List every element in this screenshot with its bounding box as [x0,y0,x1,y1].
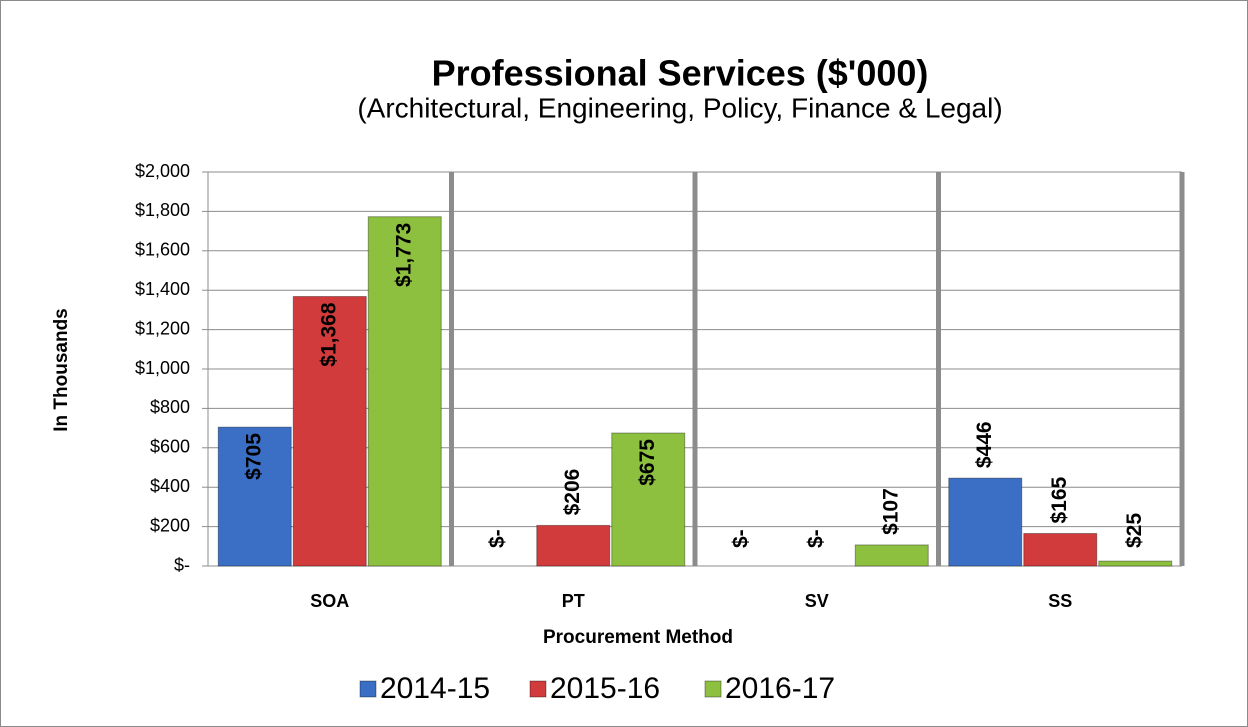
x-tick-label: PT [562,591,585,611]
chart-title: Professional Services ($'000) [432,53,929,94]
value-label: $705 [242,433,265,480]
y-tick-label: $1,600 [135,240,190,260]
bar [367,216,442,567]
y-tick-label: $1,800 [135,200,190,220]
y-tick-label: $1,400 [135,279,190,299]
y-tick-label: $1,200 [135,318,190,338]
y-tick-label: $400 [150,476,190,496]
bar [854,544,929,567]
value-label: $675 [636,439,659,486]
value-label: $- [804,529,827,548]
value-label: $25 [1123,513,1146,548]
value-label: $446 [973,421,996,468]
value-label: $- [729,529,752,548]
y-tick-label: $1,000 [135,358,190,378]
x-tick-label: SS [1048,591,1072,611]
legend-label: 2015-16 [550,672,660,705]
legend-label: 2016-17 [725,672,835,705]
legend-label: 2014-15 [380,672,490,705]
value-label: $107 [879,488,902,535]
chart-subtitle: (Architectural, Engineering, Policy, Fin… [357,92,1002,123]
y-tick-label: $2,000 [135,161,190,181]
legend-swatch [529,680,547,698]
bar [1023,532,1098,567]
x-tick-label: SV [805,591,829,611]
value-label: $165 [1048,476,1071,523]
y-axis-label: In Thousands [51,308,72,432]
bar [611,432,686,567]
x-tick-label: SOA [310,591,349,611]
x-axis-label: Procurement Method [543,627,733,648]
y-tick-label: $200 [150,515,190,535]
legend-swatch [359,680,377,698]
bar [217,426,292,567]
bar [1098,560,1173,567]
value-label: $1,368 [317,302,340,367]
value-label: $1,773 [392,223,415,287]
y-tick-label: $600 [150,437,190,457]
y-tick-label: $800 [150,397,190,417]
y-tick-label: $- [174,555,190,575]
bar [536,524,611,567]
bar [292,296,367,567]
bar [948,477,1023,567]
legend-swatch [704,680,722,698]
value-label: $- [486,529,509,548]
value-label: $206 [561,469,584,516]
